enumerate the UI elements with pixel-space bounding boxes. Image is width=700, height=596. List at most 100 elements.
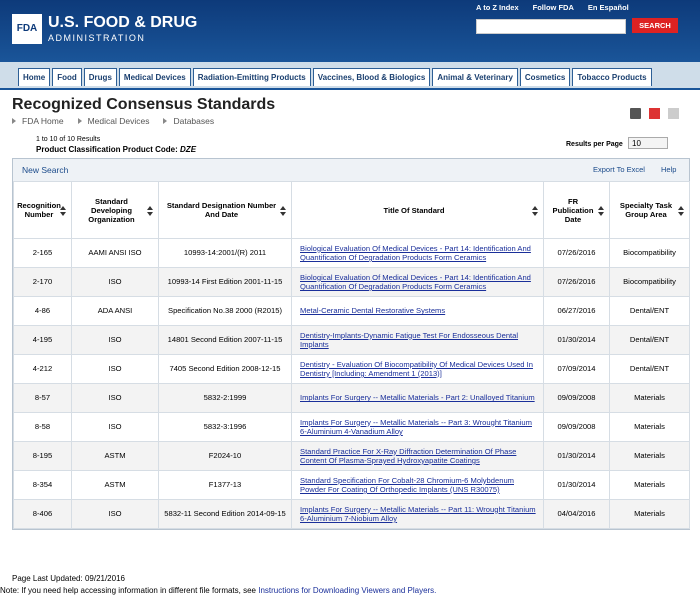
cell: 4-195 (13, 325, 72, 355)
cell: Specification No.38 2000 (R2015) (158, 296, 292, 326)
cell: ASTM (71, 470, 159, 500)
cell: 5832-3:1996 (158, 412, 292, 442)
rpp-select[interactable]: 10 (628, 137, 668, 149)
nav-tab[interactable]: Cosmetics (519, 68, 571, 86)
search-input[interactable] (476, 19, 626, 34)
cell: Materials (609, 441, 690, 471)
last-updated: Page Last Updated: 09/21/2016 (12, 574, 125, 583)
table-row: 8-57 ISO 5832-2:1999 Implants For Surgery -… (13, 383, 690, 413)
cell: Materials (609, 470, 690, 500)
results-table: Recognition Number Standard Developing Or… (13, 181, 690, 529)
help[interactable]: Help (661, 165, 677, 174)
cell: 4-212 (13, 354, 72, 384)
cell: 07/09/2014 (543, 354, 610, 384)
cell: ISO (71, 499, 159, 529)
header-row: Recognition Number Standard Developing Or… (13, 181, 690, 239)
column-header[interactable]: Title Of Standard (291, 181, 544, 239)
standard-title-link[interactable]: Dentistry-Implants-Dynamic Fatigue Test … (291, 325, 544, 355)
column-header[interactable]: FR Publication Date (543, 181, 610, 239)
cell: Biocompatibility (609, 267, 690, 297)
top-link[interactable]: En Español (587, 3, 629, 12)
cell: 09/09/2008 (543, 383, 610, 413)
top-link[interactable]: A to Z Index (476, 3, 519, 12)
breadcrumb-item[interactable]: Databases (163, 116, 214, 126)
cell: ADA ANSI (71, 296, 159, 326)
nav-tab[interactable]: Tobacco Products (572, 68, 652, 86)
standard-title-link[interactable]: Metal-Ceramic Dental Restorative Systems (291, 296, 544, 326)
cell: ISO (71, 383, 159, 413)
cell: 06/27/2016 (543, 296, 610, 326)
cell: 5832-11 Second Edition 2014-09-15 (158, 499, 292, 529)
cell: ISO (71, 325, 159, 355)
table-row: 2-165 AAMI ANSI ISO 10993-14:2001/(R) 2011… (13, 238, 690, 268)
nav-tab[interactable]: Animal & Veterinary (432, 68, 518, 86)
new-search[interactable]: New Search (22, 165, 69, 175)
note-link[interactable]: Instructions for Downloading Viewers and… (258, 586, 437, 595)
standard-title-link[interactable]: Standard Specification For Cobalt-28 Chr… (291, 470, 544, 500)
cell: ISO (71, 354, 159, 384)
cell: 01/30/2014 (543, 325, 610, 355)
table-row: 2-170 ISO 10993-14 First Edition 2001-11-1… (13, 267, 690, 297)
cell: 8-195 (13, 441, 72, 471)
rpp-label: Results per Page (566, 141, 623, 148)
cell: 14801 Second Edition 2007-11-15 (158, 325, 292, 355)
standard-title-link[interactable]: Dentistry - Evaluation Of Biocompatibili… (291, 354, 544, 384)
filter-value: DZE (180, 145, 197, 154)
standard-title-link[interactable]: Implants For Surgery -- Metallic Materia… (291, 499, 544, 529)
cell: F2024-10 (158, 441, 292, 471)
column-header[interactable]: Standard Designation Number And Date (158, 181, 292, 239)
cell: 7405 Second Edition 2008-12-15 (158, 354, 292, 384)
cell: 8-406 (13, 499, 72, 529)
note-text: Note: If you need help accessing informa… (0, 586, 256, 595)
print-icon[interactable] (630, 108, 641, 119)
cell: Dental/ENT (609, 354, 690, 384)
standard-title-link[interactable]: Standard Practice For X-Ray Diffraction … (291, 441, 544, 471)
nav-tab[interactable]: Home (18, 68, 51, 86)
column-header[interactable]: Specialty Task Group Area (609, 181, 690, 239)
search-button[interactable]: SEARCH (632, 18, 678, 33)
email-icon[interactable] (668, 108, 679, 119)
table-row: 4-195 ISO 14801 Second Edition 2007-11-15 D… (13, 325, 690, 355)
cell: Dental/ENT (609, 296, 690, 326)
footer-note: Note: If you need help accessing informa… (0, 586, 436, 595)
cell: 5832-2:1999 (158, 383, 292, 413)
standard-title-link[interactable]: Biological Evaluation Of Medical Devices… (291, 267, 544, 297)
nav-tab[interactable]: Medical Devices (118, 68, 191, 86)
cell: ISO (71, 267, 159, 297)
cell: 10993-14 First Edition 2001-11-15 (158, 267, 292, 297)
cell: 04/04/2016 (543, 499, 610, 529)
standard-title-link[interactable]: Implants For Surgery -- Metallic Materia… (291, 383, 544, 413)
nav-tabs: Home Food Drugs Medical Devices Radiation-Em… (18, 68, 652, 86)
nav-tab[interactable]: Vaccines, Blood & Biologics (312, 68, 431, 86)
breadcrumb-item[interactable]: Medical Devices (78, 116, 150, 126)
logo[interactable]: FDA (12, 14, 42, 44)
column-header[interactable]: Recognition Number (13, 181, 72, 239)
filter: Product Classification Product Code: DZE (36, 145, 196, 154)
table-row: 8-58 ISO 5832-3:1996 Implants For Surgery -… (13, 412, 690, 442)
top-link[interactable]: Follow FDA (532, 3, 574, 12)
cell: Materials (609, 499, 690, 529)
nav-tab[interactable]: Drugs (83, 68, 117, 86)
table-row: 4-212 ISO 7405 Second Edition 2008-12-15 De… (13, 354, 690, 384)
table-row: 8-195 ASTM F2024-10 Standard Practice For X… (13, 441, 690, 471)
cell: F1377-13 (158, 470, 292, 500)
table-row: 8-406 ISO 5832-11 Second Edition 2014-09-1… (13, 499, 690, 529)
results-count: 1 to 10 of 10 Results (36, 136, 101, 143)
standard-title-link[interactable]: Implants For Surgery -- Metallic Materia… (291, 412, 544, 442)
cell: 2-170 (13, 267, 72, 297)
agency-sub: ADMINISTRATION (48, 33, 146, 43)
export-excel[interactable]: Export To Excel (593, 165, 645, 174)
breadcrumb-item[interactable]: FDA Home (12, 116, 64, 126)
page-icons (630, 108, 679, 119)
nav-tab[interactable]: Food (52, 68, 82, 86)
nav-tab[interactable]: Radiation-Emitting Products (192, 68, 311, 86)
cell: 07/26/2016 (543, 267, 610, 297)
share-icon[interactable] (649, 108, 660, 119)
toolbar: New Search Export To Excel Help (13, 159, 689, 181)
cell: 01/30/2014 (543, 470, 610, 500)
agency-name: U.S. FOOD & DRUG (48, 14, 198, 31)
column-header[interactable]: Standard Developing Organization (71, 181, 159, 239)
standard-title-link[interactable]: Biological Evaluation Of Medical Devices… (291, 238, 544, 268)
cell: 07/26/2016 (543, 238, 610, 268)
